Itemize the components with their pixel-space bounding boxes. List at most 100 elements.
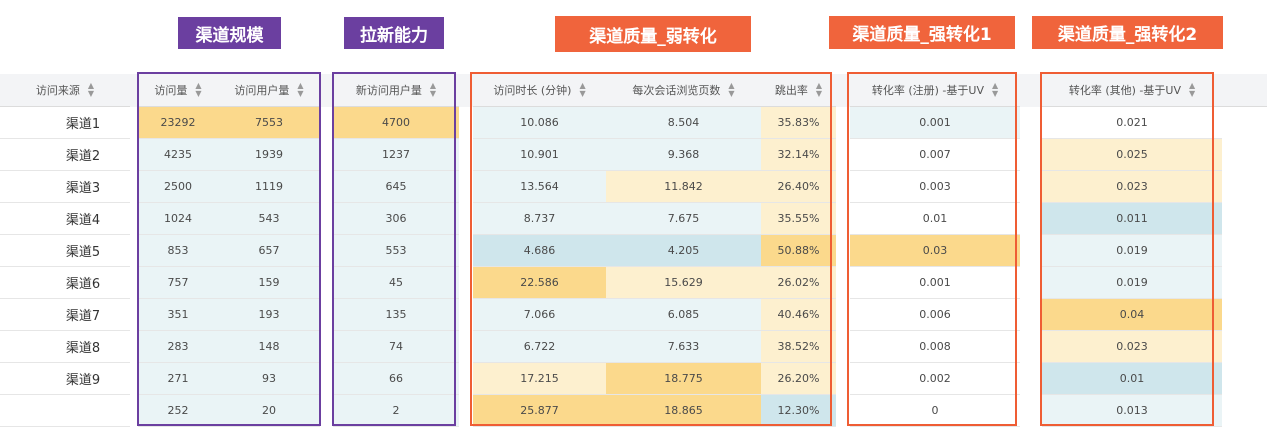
- col-header-new-users[interactable]: 新访问用户量 ▲ ▼: [333, 74, 459, 107]
- table-row: 渠道7 351 193 135 7.066 6.085 40.46% 0.006 0.04: [0, 298, 1267, 331]
- cell-duration: 22.586: [473, 266, 606, 299]
- cell-new-users: 45: [333, 266, 459, 299]
- cell-pages: 7.675: [606, 202, 761, 235]
- cell-conv-other: 0.023: [1042, 330, 1222, 363]
- group-tag-strong-conversion-2: 渠道质量_强转化2: [1032, 16, 1223, 49]
- cell-bounce: 50.88%: [761, 234, 836, 267]
- cell-duration: 6.722: [473, 330, 606, 363]
- col-header-pages[interactable]: 每次会话浏览页数 ▲ ▼: [606, 74, 761, 107]
- table-row: 渠道3 2500 1119 645 13.564 11.842 26.40% 0.003 0.0…: [0, 170, 1267, 203]
- table-row: 252 20 2 25.877 18.865 12.30% 0 0.013: [0, 394, 1267, 427]
- cell-conv-reg: 0.03: [850, 234, 1020, 267]
- cell-conv-other: 0.023: [1042, 170, 1222, 203]
- cell-duration: 25.877: [473, 394, 606, 427]
- cell-conv-reg: 0.001: [850, 266, 1020, 299]
- cell-new-users: 1237: [333, 138, 459, 171]
- cell-visits: 283: [138, 330, 218, 363]
- sort-icon[interactable]: ▲ ▼: [87, 81, 95, 98]
- sort-icon[interactable]: ▲ ▼: [728, 81, 735, 98]
- col-header-conv-other[interactable]: 转化率 (其他) -基于UV ▲ ▼: [1042, 74, 1222, 107]
- cell-visits: 757: [138, 266, 218, 299]
- col-header-bounce[interactable]: 跳出率 ▲ ▼: [761, 74, 836, 107]
- cell-duration: 10.086: [473, 106, 606, 139]
- cell-pages: 8.504: [606, 106, 761, 139]
- cell-conv-other: 0.01: [1042, 362, 1222, 395]
- cell-visits: 271: [138, 362, 218, 395]
- cell-visits: 1024: [138, 202, 218, 235]
- cell-users: 148: [218, 330, 320, 363]
- cell-conv-reg: 0.007: [850, 138, 1020, 171]
- cell-visits: 4235: [138, 138, 218, 171]
- cell-users: 159: [218, 266, 320, 299]
- sort-icon[interactable]: ▲ ▼: [195, 81, 202, 98]
- col-header-users[interactable]: 访问用户量 ▲ ▼: [218, 74, 320, 107]
- cell-bounce: 32.14%: [761, 138, 836, 171]
- cell-duration: 17.215: [473, 362, 606, 395]
- cell-source: 渠道4: [0, 202, 130, 235]
- table-row: 渠道1 23292 7553 4700 10.086 8.504 35.83% 0.001 0.…: [0, 106, 1267, 139]
- cell-pages: 6.085: [606, 298, 761, 331]
- cell-new-users: 645: [333, 170, 459, 203]
- group-tag-strong-conversion-1: 渠道质量_强转化1: [829, 16, 1015, 49]
- sort-icon[interactable]: ▲ ▼: [815, 81, 823, 98]
- sort-icon[interactable]: ▲ ▼: [579, 81, 586, 98]
- table-header-row: 访问来源 ▲ ▼ 访问量 ▲ ▼ 访问用户量 ▲ ▼ 新访问用户量 ▲ ▼ 访问时长 (分钟) ▲…: [0, 74, 1267, 107]
- group-tag-scale: 渠道规模: [178, 17, 281, 49]
- cell-pages: 15.629: [606, 266, 761, 299]
- cell-pages: 18.775: [606, 362, 761, 395]
- cell-visits: 23292: [138, 106, 218, 139]
- cell-source: 渠道5: [0, 234, 130, 267]
- cell-bounce: 35.55%: [761, 202, 836, 235]
- column-spacer: [320, 74, 333, 107]
- cell-bounce: 26.20%: [761, 362, 836, 395]
- cell-users: 193: [218, 298, 320, 331]
- cell-conv-other: 0.025: [1042, 138, 1222, 171]
- cell-bounce: 12.30%: [761, 394, 836, 427]
- channel-table: 访问来源 ▲ ▼ 访问量 ▲ ▼ 访问用户量 ▲ ▼ 新访问用户量 ▲ ▼ 访问时长 (分钟) ▲…: [0, 74, 1267, 427]
- cell-conv-other: 0.011: [1042, 202, 1222, 235]
- cell-new-users: 66: [333, 362, 459, 395]
- cell-bounce: 38.52%: [761, 330, 836, 363]
- table-row: 渠道8 283 148 74 6.722 7.633 38.52% 0.008 0.023: [0, 330, 1267, 363]
- cell-conv-reg: 0.003: [850, 170, 1020, 203]
- cell-bounce: 35.83%: [761, 106, 836, 139]
- cell-source: 渠道2: [0, 138, 130, 171]
- table-body: 渠道1 23292 7553 4700 10.086 8.504 35.83% 0.001 0.…: [0, 106, 1267, 427]
- cell-conv-reg: 0.001: [850, 106, 1020, 139]
- col-header-visits[interactable]: 访问量 ▲ ▼: [138, 74, 218, 107]
- cell-pages: 18.865: [606, 394, 761, 427]
- col-header-conv-reg-label: 转化率 (注册) -基于UV: [871, 84, 984, 97]
- col-header-source[interactable]: 访问来源 ▲ ▼: [0, 74, 130, 107]
- cell-users: 7553: [218, 106, 320, 139]
- col-header-users-label: 访问用户量: [234, 84, 290, 97]
- column-spacer: [459, 74, 473, 107]
- cell-source: 渠道9: [0, 362, 130, 395]
- cell-new-users: 553: [333, 234, 459, 267]
- col-header-pages-label: 每次会话浏览页数: [632, 84, 721, 97]
- cell-duration: 7.066: [473, 298, 606, 331]
- sort-icon[interactable]: ▲ ▼: [297, 81, 304, 98]
- cell-conv-other: 0.021: [1042, 106, 1222, 139]
- column-spacer: [130, 74, 138, 107]
- col-header-conv-reg[interactable]: 转化率 (注册) -基于UV ▲ ▼: [850, 74, 1020, 107]
- cell-duration: 13.564: [473, 170, 606, 203]
- column-spacer: [1020, 74, 1042, 107]
- cell-source: 渠道3: [0, 170, 130, 203]
- sort-icon[interactable]: ▲ ▼: [429, 81, 437, 98]
- sort-icon[interactable]: ▲ ▼: [991, 81, 999, 98]
- col-header-duration-label: 访问时长 (分钟): [493, 84, 572, 97]
- cell-users: 657: [218, 234, 320, 267]
- cell-visits: 853: [138, 234, 218, 267]
- sort-icon[interactable]: ▲ ▼: [1188, 81, 1196, 98]
- cell-conv-other: 0.019: [1042, 266, 1222, 299]
- cell-new-users: 2: [333, 394, 459, 427]
- col-header-duration[interactable]: 访问时长 (分钟) ▲ ▼: [473, 74, 606, 107]
- cell-users: 20: [218, 394, 320, 427]
- cell-new-users: 4700: [333, 106, 459, 139]
- cell-conv-reg: 0.008: [850, 330, 1020, 363]
- cell-bounce: 40.46%: [761, 298, 836, 331]
- cell-pages: 9.368: [606, 138, 761, 171]
- cell-conv-reg: 0: [850, 394, 1020, 427]
- cell-conv-other: 0.04: [1042, 298, 1222, 331]
- cell-duration: 10.901: [473, 138, 606, 171]
